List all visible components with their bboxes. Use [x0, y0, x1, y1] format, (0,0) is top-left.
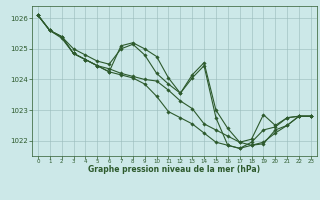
X-axis label: Graphe pression niveau de la mer (hPa): Graphe pression niveau de la mer (hPa) — [88, 165, 260, 174]
